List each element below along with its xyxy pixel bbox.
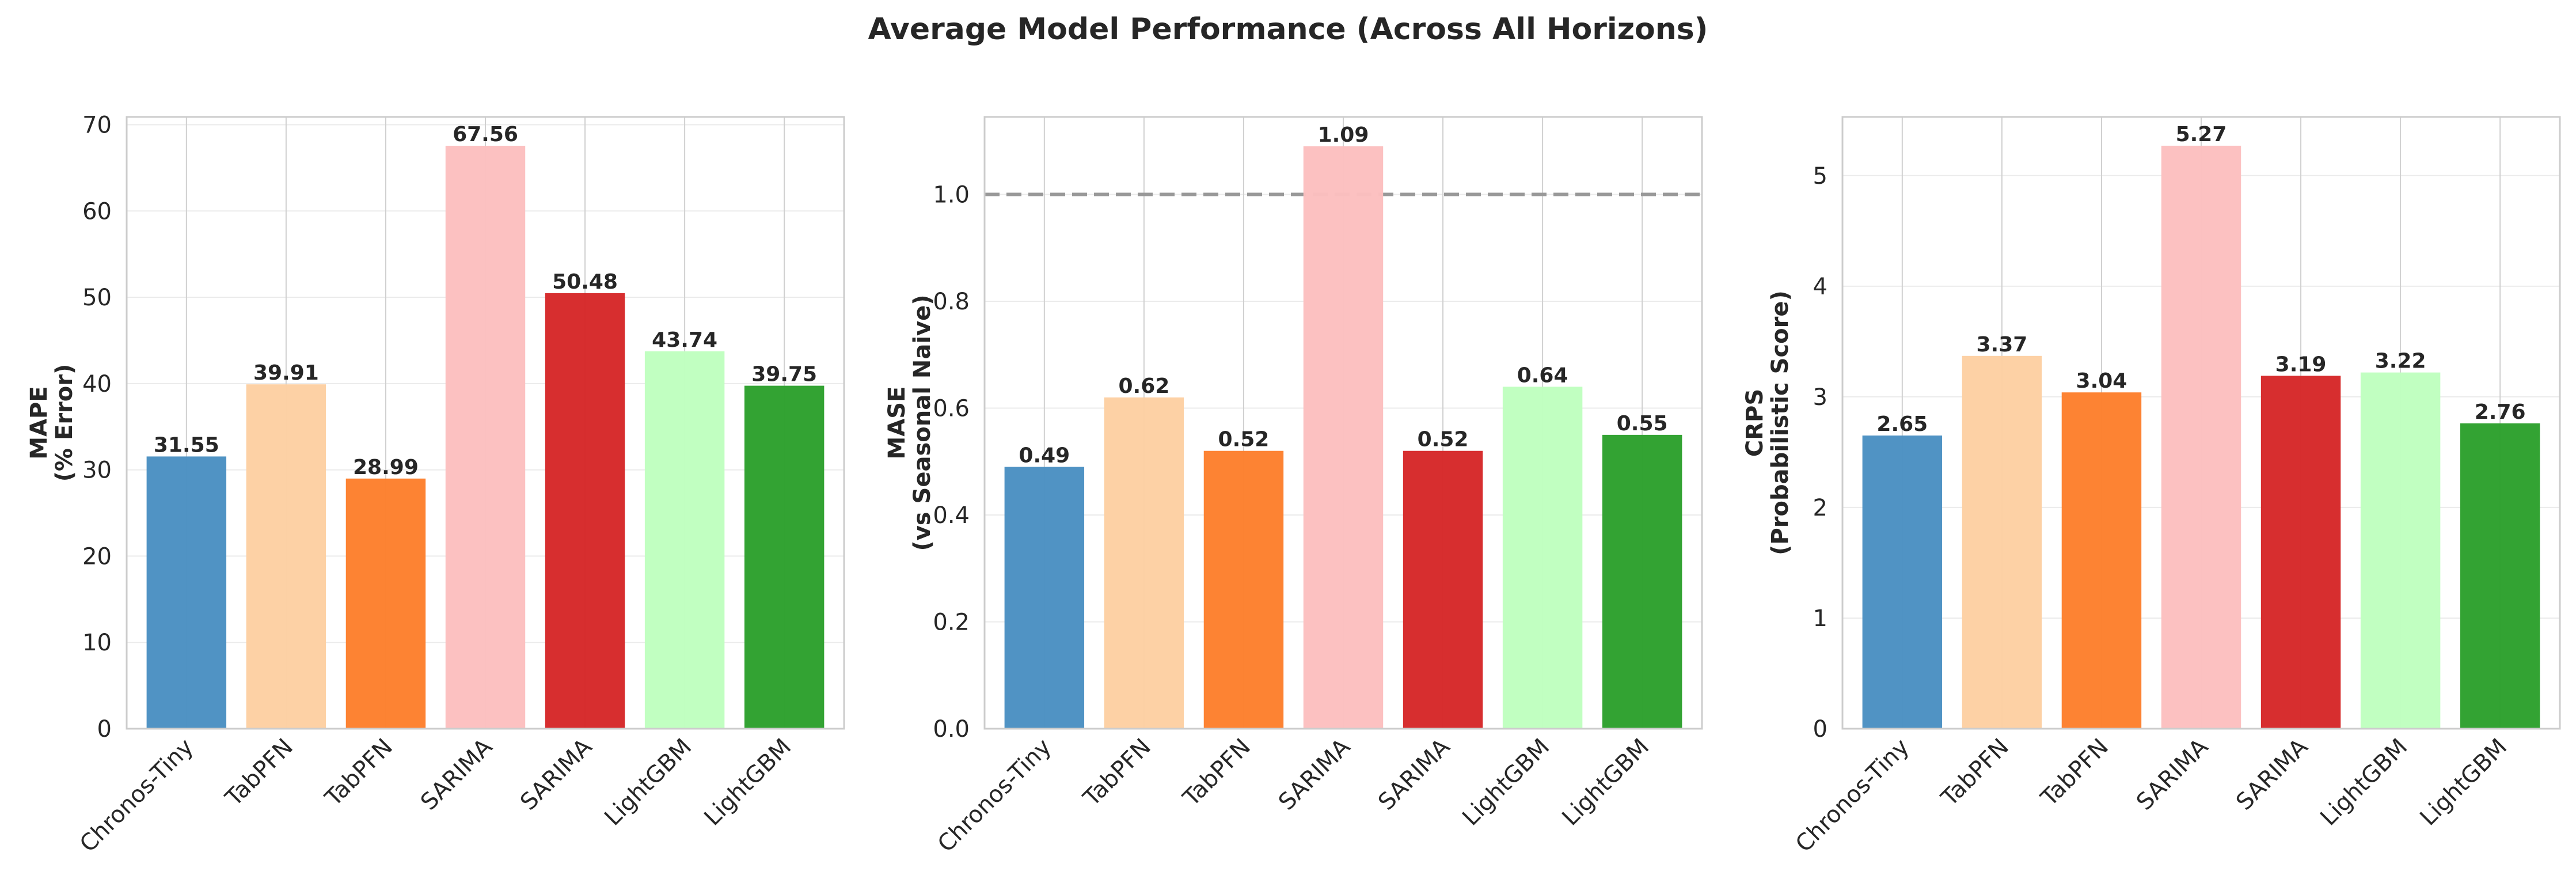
bar — [2460, 423, 2540, 729]
bar-value-label: 3.37 — [1976, 333, 2027, 357]
y-tick-label: 0.8 — [933, 289, 970, 315]
chart-panel-2: 0.0 0.2 0.4 0.6 0.8 1.0 0.49 0.62 0.52 1.09 0.52 0.… — [884, 116, 1703, 858]
y-tick-label: 20 — [82, 543, 112, 570]
bar-value-label: 3.22 — [2375, 350, 2426, 373]
bar-value-label: 1.09 — [1318, 123, 1369, 147]
bar — [2061, 392, 2142, 729]
bar-value-label: 5.27 — [2176, 123, 2227, 146]
chart-panel-1: 0 10 20 30 40 50 60 70 31.55 39.91 28.99 67.56 50.48… — [26, 112, 845, 858]
axes-frame — [983, 116, 1703, 730]
y-tick-label: 50 — [82, 285, 112, 311]
y-tick-label: 0.6 — [933, 395, 970, 422]
figure-title: Average Model Performance (Across All Ho… — [868, 12, 1708, 47]
y-tick-label: 0.0 — [933, 716, 970, 743]
bar — [1104, 397, 1184, 729]
bar-value-label: 43.74 — [652, 328, 717, 352]
y-tick-label: 0.2 — [933, 609, 970, 635]
y-tick-label: 10 — [82, 630, 112, 656]
bar — [1004, 467, 1085, 729]
y-tick-label: 5 — [1813, 163, 1827, 190]
bar — [1502, 387, 1583, 729]
y-axis-label-line: (% Error) — [51, 364, 78, 482]
y-axis-label: MAPE(% Error) — [26, 364, 78, 482]
bar-value-label: 31.55 — [154, 433, 219, 457]
y-axis-label-line: MAPE — [26, 386, 52, 459]
y-tick-label: 3 — [1813, 384, 1827, 411]
bar-value-label: 2.76 — [2475, 400, 2526, 424]
y-tick-label: 0 — [97, 716, 112, 743]
y-tick-label: 4 — [1813, 274, 1827, 300]
bar-value-label: 0.64 — [1517, 363, 1568, 387]
axes-frame — [1841, 116, 2561, 730]
bar — [1203, 450, 1284, 729]
bar — [445, 146, 526, 729]
bar-value-label: 0.52 — [1218, 428, 1270, 452]
bar — [1862, 435, 1943, 729]
bar — [545, 293, 625, 729]
bar-value-label: 28.99 — [353, 456, 419, 479]
bar-value-label: 39.75 — [751, 363, 817, 387]
bar — [146, 456, 227, 729]
bar-value-label: 3.04 — [2076, 369, 2127, 393]
bar-value-label: 50.48 — [552, 270, 618, 294]
bar — [1303, 146, 1384, 729]
bar — [644, 351, 725, 729]
bar-value-label: 67.56 — [453, 123, 518, 146]
bar — [1403, 450, 1483, 729]
y-tick-label: 0.4 — [933, 502, 970, 529]
bar-value-label: 39.91 — [253, 361, 319, 385]
y-axis-label-line: (Probabilistic Score) — [1767, 290, 1794, 555]
bar-value-label: 0.49 — [1019, 444, 1070, 468]
axes-frame — [126, 116, 845, 730]
y-tick-label: 60 — [82, 198, 112, 225]
y-tick-label: 0 — [1813, 716, 1827, 743]
y-tick-label: 2 — [1813, 495, 1827, 521]
bar-value-label: 0.62 — [1118, 374, 1169, 398]
y-axis-label-line: (vs Seasonal Naive) — [909, 294, 936, 551]
bar — [345, 478, 426, 729]
bar — [2360, 372, 2441, 729]
bar — [744, 385, 825, 729]
y-tick-label: 1.0 — [933, 181, 970, 208]
bar-value-label: 0.52 — [1418, 428, 1469, 452]
bar — [2260, 376, 2341, 729]
chart-panels: 01020304050607031.5539.9128.9967.5650.48… — [26, 112, 2561, 858]
bar — [2161, 145, 2241, 729]
y-axis-label: CRPS(Probabilistic Score) — [1742, 290, 1794, 555]
y-tick-label: 1 — [1813, 605, 1827, 632]
bar — [246, 384, 326, 729]
bar-value-label: 2.65 — [1876, 412, 1928, 436]
y-axis-label-line: MASE — [884, 387, 910, 460]
y-tick-label: 40 — [82, 371, 112, 397]
y-axis-label-line: CRPS — [1742, 389, 1768, 457]
y-tick-label: 70 — [82, 112, 112, 138]
bar-value-label: 3.19 — [2275, 353, 2327, 376]
y-axis-label: MASE(vs Seasonal Naive) — [884, 294, 936, 551]
y-tick-label: 30 — [82, 457, 112, 484]
bar-value-label: 0.55 — [1617, 412, 1668, 435]
bar — [1962, 355, 2042, 729]
bar — [1602, 434, 1682, 729]
